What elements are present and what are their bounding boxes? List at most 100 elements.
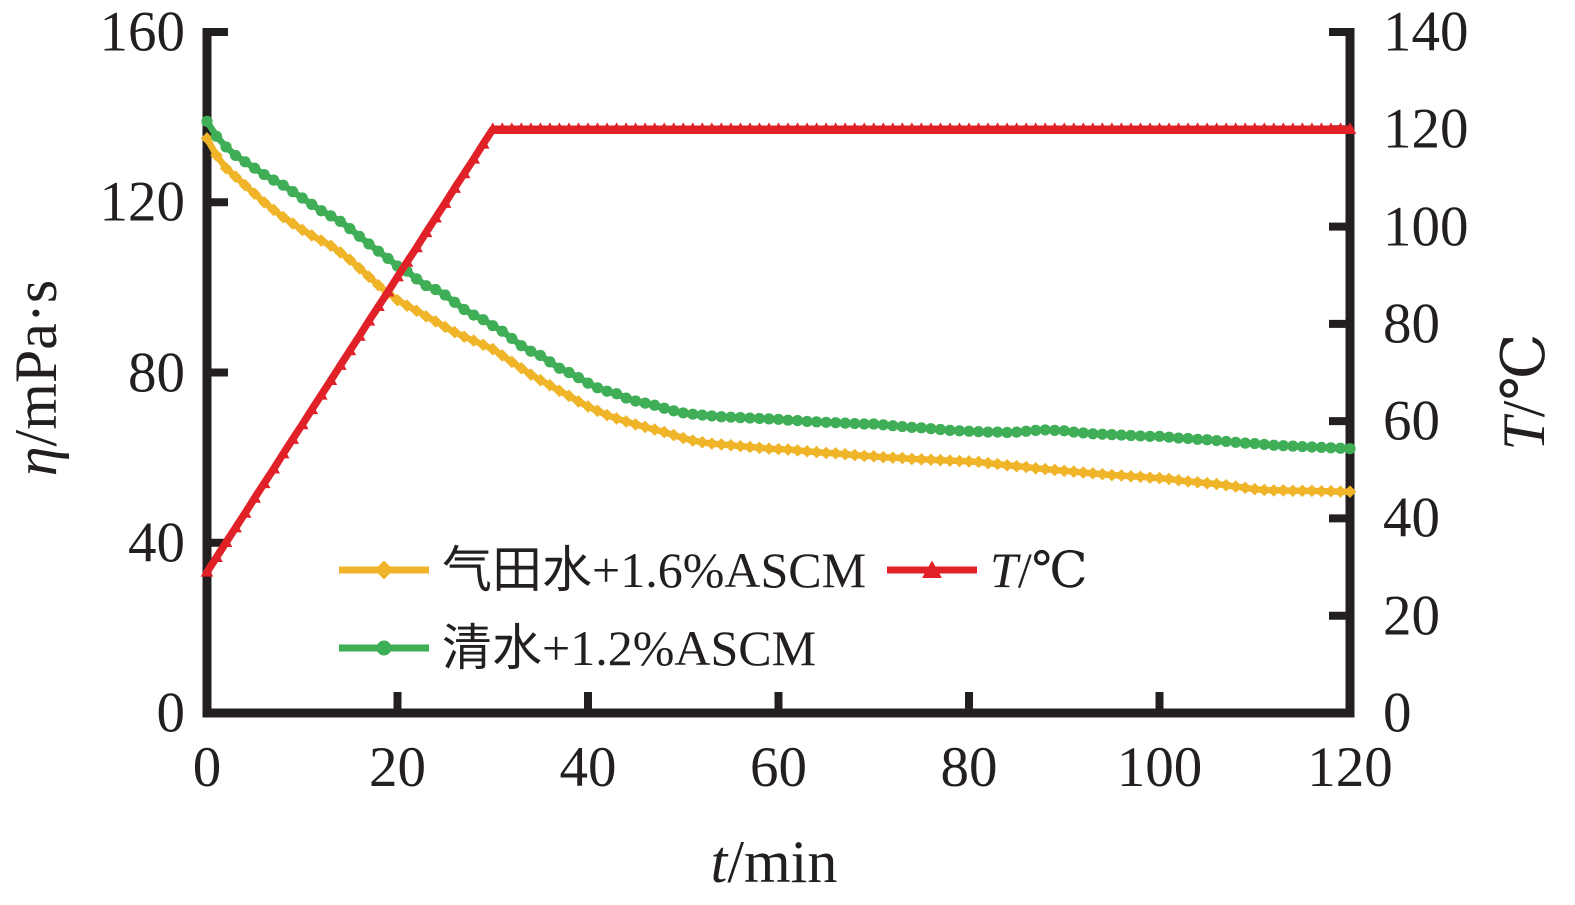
triangle-marker-icon: [1124, 122, 1138, 134]
x-tick-label-100: 100: [1116, 736, 1203, 799]
x-tick-label-0: 0: [192, 736, 222, 799]
triangle-marker-icon: [200, 565, 214, 577]
circle-marker-icon: [534, 349, 546, 362]
diamond-marker-icon: [419, 310, 433, 323]
triangle-marker-icon: [419, 225, 433, 238]
circle-marker-icon: [668, 405, 680, 417]
triangle-marker-icon: [1210, 122, 1223, 134]
diamond-marker-icon: [400, 299, 414, 312]
circle-marker-icon: [925, 423, 937, 435]
circle-marker-icon: [858, 418, 870, 430]
diamond-marker-icon: [286, 217, 300, 230]
x-tick-label-120: 120: [1307, 736, 1393, 799]
circle-marker-icon: [1068, 426, 1080, 438]
circle-marker-icon: [944, 424, 956, 436]
circle-marker-icon: [1211, 435, 1223, 447]
diamond-marker-icon: [638, 420, 652, 434]
circle-marker-icon: [334, 215, 346, 228]
triangle-marker-icon: [791, 122, 804, 134]
triangle-marker-icon: [343, 343, 357, 356]
diamond-marker-icon: [219, 161, 233, 175]
triangle-marker-icon: [400, 255, 414, 267]
triangle-marker-icon: [1105, 122, 1119, 134]
triangle-marker-icon: [629, 122, 642, 134]
diamond-marker-icon: [1248, 482, 1262, 496]
circle-marker-icon: [439, 289, 451, 301]
triangle-marker-icon: [324, 373, 338, 385]
circle-marker-icon: [725, 411, 737, 423]
diamond-marker-icon: [372, 278, 385, 292]
circle-marker-icon: [849, 417, 861, 430]
diamond-marker-icon: [781, 443, 795, 456]
triangle-marker-icon: [734, 122, 747, 134]
triangle-marker-icon: [362, 314, 376, 326]
circle-marker-icon: [1249, 437, 1261, 450]
circle-marker-icon: [687, 408, 699, 420]
diamond-marker-icon: [924, 453, 938, 467]
triangle-marker-icon: [495, 122, 509, 134]
diamond-marker-icon: [1143, 471, 1157, 484]
circle-marker-icon: [1201, 434, 1213, 446]
triangle-marker-icon: [953, 122, 966, 134]
circle-marker-icon: [487, 320, 499, 332]
diamond-marker-icon: [486, 342, 500, 356]
triangle-marker-icon: [934, 122, 947, 134]
triangle-marker-icon: [229, 520, 242, 533]
circle-marker-icon: [468, 309, 480, 321]
diamond-marker-icon: [753, 441, 766, 455]
legend-item-clear-water: 清水+1.2%ASCM: [336, 623, 816, 673]
circle-marker-icon: [906, 421, 918, 434]
circle-marker-icon: [677, 407, 689, 419]
circle-marker-icon: [525, 345, 537, 357]
diamond-marker-icon: [353, 261, 366, 275]
circle-marker-icon: [801, 415, 813, 428]
triangle-marker-icon: [762, 122, 776, 134]
triangle-marker-icon: [1315, 122, 1328, 134]
triangle-marker-icon: [1181, 122, 1195, 134]
diamond-marker-icon: [295, 223, 309, 237]
diamond-marker-icon: [705, 437, 719, 450]
diamond-marker-icon: [343, 253, 357, 267]
legend-label-gas-field-water: 气田水+1.6%ASCM: [442, 542, 867, 598]
triangle-marker-icon: [210, 550, 223, 563]
circle-marker-icon: [410, 273, 423, 285]
triangle-marker-icon: [1238, 122, 1252, 134]
diamond-marker-icon: [1153, 471, 1166, 485]
circle-marker-icon: [744, 412, 756, 424]
diamond-marker-icon: [534, 373, 547, 387]
circle-marker-icon: [763, 413, 775, 425]
diamond-marker-icon: [1048, 463, 1062, 477]
triangle-marker-icon: [905, 122, 919, 134]
circle-marker-icon: [1325, 442, 1337, 454]
circle-marker-icon: [639, 397, 651, 409]
triangle-marker-icon: [1019, 122, 1033, 134]
circle-marker-icon: [477, 314, 489, 326]
diamond-marker-icon: [505, 355, 519, 369]
circle-marker-icon: [820, 416, 832, 428]
circle-marker-icon: [1163, 431, 1175, 443]
diamond-marker-icon: [838, 447, 852, 461]
triangle-marker-icon: [562, 122, 576, 134]
diamond-marker-icon: [657, 425, 671, 439]
triangle-marker-icon: [1248, 122, 1262, 134]
triangle-marker-icon: [391, 269, 404, 282]
circle-marker-icon: [753, 412, 766, 425]
triangle-marker-icon: [819, 122, 833, 134]
triangle-marker-icon: [981, 122, 995, 134]
diamond-marker-icon: [667, 428, 681, 442]
legend-temp-unit: /℃: [1017, 542, 1088, 598]
diamond-marker-icon: [686, 434, 700, 447]
circle-marker-icon: [325, 210, 337, 222]
circle-marker-icon: [582, 377, 594, 389]
triangle-marker-icon: [1143, 122, 1157, 134]
circle-marker-icon: [915, 422, 927, 434]
circle-marker-icon: [1020, 425, 1032, 437]
legend-item-temperature: T/℃: [884, 545, 1088, 595]
diamond-marker-icon: [724, 438, 738, 452]
diamond-marker-icon: [1029, 461, 1042, 475]
diamond-marker-icon: [1238, 481, 1252, 495]
circle-marker-icon: [877, 419, 889, 431]
triangle-marker-icon: [705, 122, 719, 134]
triangle-marker-icon: [610, 122, 623, 134]
